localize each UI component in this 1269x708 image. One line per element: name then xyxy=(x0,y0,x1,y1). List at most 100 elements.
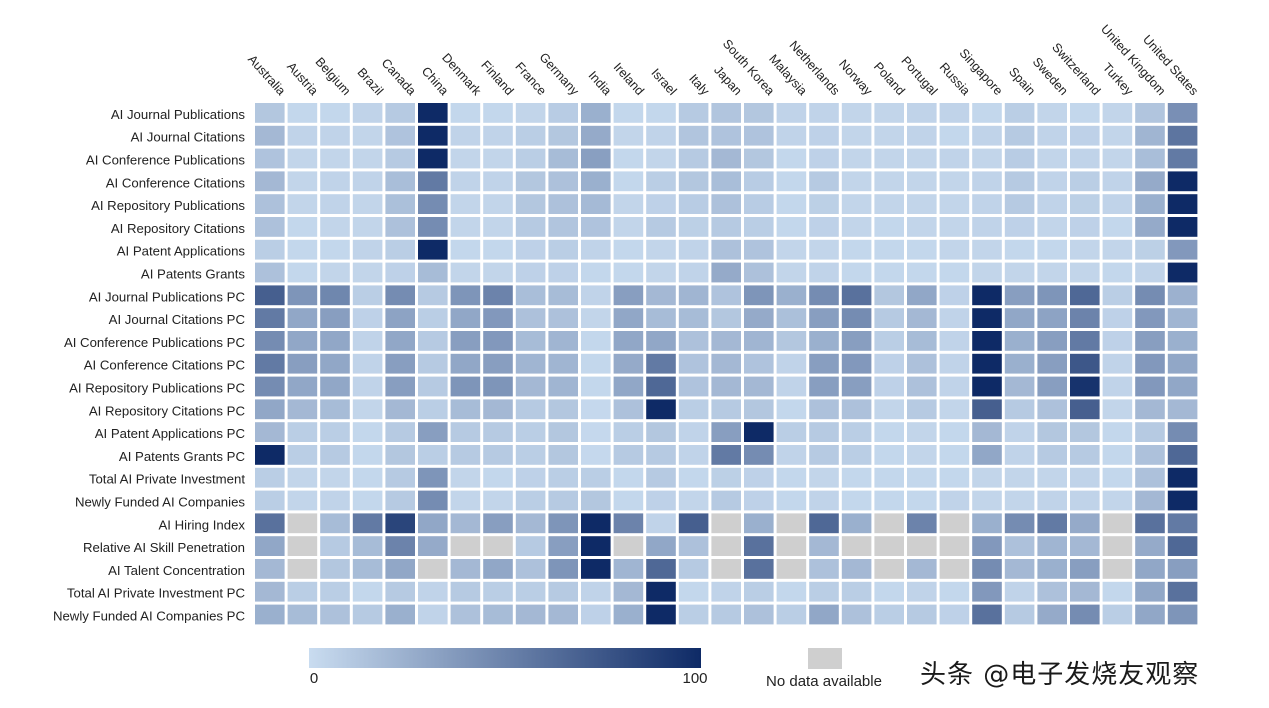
heatmap-cell xyxy=(874,467,904,488)
heatmap-cell xyxy=(548,103,578,123)
heatmap-cell xyxy=(1167,262,1198,283)
heatmap-cell xyxy=(939,353,970,374)
heatmap-cell xyxy=(939,285,970,306)
row-label: AI Patent Applications xyxy=(117,244,246,259)
heatmap-cell xyxy=(711,262,741,283)
heatmap-cell xyxy=(548,331,578,351)
heatmap-cell xyxy=(1102,285,1133,306)
heatmap-cell xyxy=(711,445,741,465)
heatmap-cell xyxy=(744,581,774,602)
heatmap-cell xyxy=(515,376,546,397)
heatmap-cell xyxy=(1102,125,1133,146)
heatmap-cell xyxy=(678,445,709,465)
heatmap-cell xyxy=(1070,604,1100,625)
heatmap-cell xyxy=(483,194,513,214)
heatmap-cell xyxy=(515,536,546,556)
heatmap-cell xyxy=(939,239,970,260)
heatmap-cell xyxy=(907,376,937,397)
column-label: China xyxy=(419,64,451,98)
heatmap-cell xyxy=(678,422,709,442)
heatmap-cell xyxy=(1167,467,1198,488)
heatmap-cell xyxy=(907,445,937,465)
heatmap-cell xyxy=(320,467,350,488)
heatmap-cell xyxy=(711,376,741,397)
heatmap-cell xyxy=(287,239,318,260)
heatmap-cell xyxy=(515,513,546,534)
heatmap-cell xyxy=(548,467,578,488)
heatmap-cell xyxy=(320,559,350,579)
heatmap-cell xyxy=(809,376,839,397)
heatmap-cell xyxy=(1004,103,1035,123)
heatmap-cell xyxy=(287,559,318,579)
heatmap-cell xyxy=(776,239,807,260)
heatmap-cell xyxy=(515,148,546,169)
heatmap-cell xyxy=(287,125,318,146)
heatmap-cell xyxy=(255,581,285,602)
heatmap-cell xyxy=(939,581,970,602)
heatmap-cell xyxy=(678,171,709,192)
heatmap-cell xyxy=(841,604,872,625)
heatmap-cell xyxy=(1135,308,1165,328)
heatmap-cell xyxy=(744,103,774,123)
row-label: AI Hiring Index xyxy=(159,517,246,532)
heatmap-cell xyxy=(581,194,611,214)
heatmap-cell xyxy=(1037,490,1067,511)
heatmap-cell xyxy=(515,262,546,283)
heatmap-cell xyxy=(678,581,709,602)
heatmap-cell xyxy=(1037,399,1067,420)
heatmap-cell xyxy=(972,262,1002,283)
heatmap-cell xyxy=(874,125,904,146)
heatmap-cell xyxy=(1167,536,1198,556)
heatmap-cell xyxy=(385,285,415,306)
row-label: AI Talent Concentration xyxy=(108,563,245,578)
heatmap-cell xyxy=(320,536,350,556)
heatmap-cell xyxy=(483,331,513,351)
heatmap-cell xyxy=(418,490,448,511)
heatmap-cell xyxy=(255,513,285,534)
heatmap-cell xyxy=(939,422,970,442)
heatmap-cell xyxy=(515,331,546,351)
heatmap-cell xyxy=(1037,171,1067,192)
heatmap-cell xyxy=(1135,604,1165,625)
heatmap-cell xyxy=(776,559,807,579)
heatmap-cell xyxy=(320,422,350,442)
heatmap-cell xyxy=(352,171,383,192)
heatmap-cell xyxy=(1004,194,1035,214)
heatmap-cell xyxy=(320,376,350,397)
heatmap-cell xyxy=(972,490,1002,511)
heatmap-cell xyxy=(1135,376,1165,397)
heatmap-cell xyxy=(1070,171,1100,192)
heatmap-cell xyxy=(809,194,839,214)
heatmap-cell xyxy=(287,399,318,420)
heatmap-cell xyxy=(581,353,611,374)
heatmap-cell xyxy=(744,194,774,214)
heatmap-cell xyxy=(320,217,350,237)
heatmap-cell xyxy=(1004,513,1035,534)
heatmap-cell xyxy=(776,262,807,283)
heatmap-cell xyxy=(646,308,676,328)
heatmap-cell xyxy=(841,376,872,397)
heatmap-cell xyxy=(320,194,350,214)
heatmap-cell xyxy=(483,513,513,534)
heatmap-cell xyxy=(1070,239,1100,260)
row-label: AI Conference Publications xyxy=(86,153,245,168)
heatmap-cell xyxy=(548,604,578,625)
heatmap-cell xyxy=(255,262,285,283)
heatmap-cell xyxy=(874,285,904,306)
heatmap-cell xyxy=(744,331,774,351)
heatmap-cell xyxy=(385,353,415,374)
row-label: AI Conference Citations PC xyxy=(84,358,246,373)
heatmap-cell xyxy=(744,376,774,397)
heatmap-cell xyxy=(678,308,709,328)
heatmap-cell xyxy=(515,581,546,602)
heatmap-cell xyxy=(483,308,513,328)
heatmap-cell xyxy=(483,559,513,579)
column-label: India xyxy=(585,68,614,98)
heatmap-cell xyxy=(1004,376,1035,397)
heatmap-cell xyxy=(711,103,741,123)
heatmap-cell xyxy=(1102,376,1133,397)
heatmap-cell xyxy=(809,285,839,306)
heatmap-cell xyxy=(352,445,383,465)
heatmap-cell xyxy=(385,194,415,214)
heatmap-cell xyxy=(646,399,676,420)
